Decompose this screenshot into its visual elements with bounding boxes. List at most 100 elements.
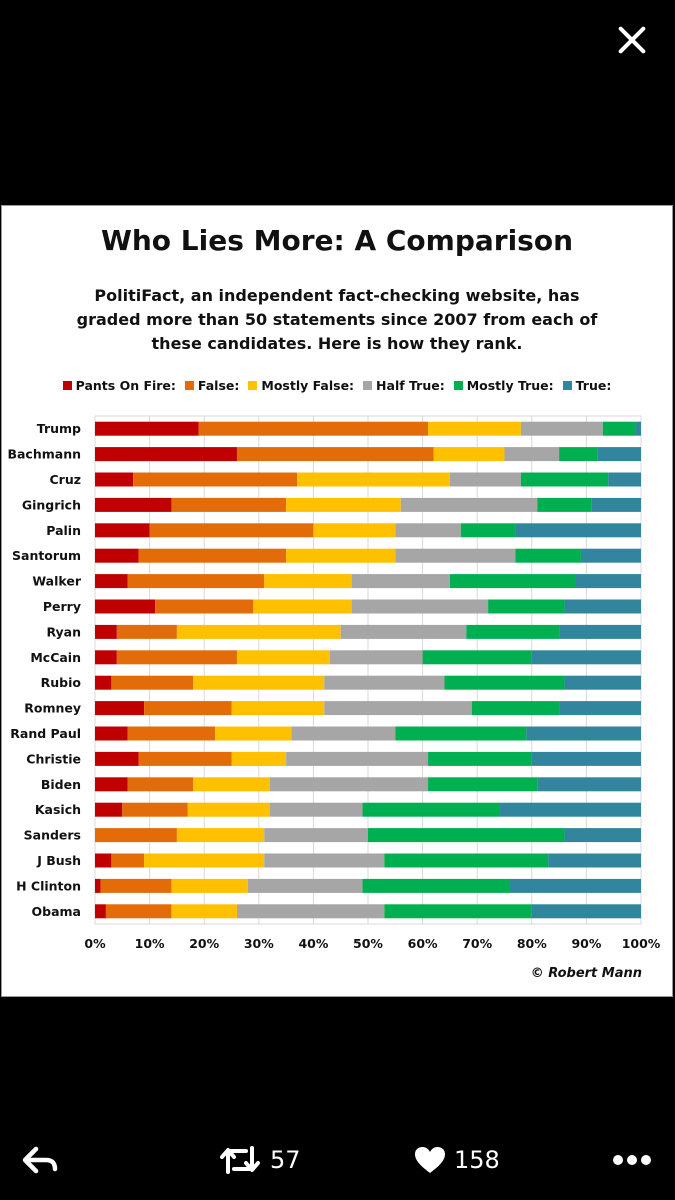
bar-segment	[597, 447, 641, 462]
bar-segment	[368, 828, 565, 843]
bar-segment	[138, 751, 232, 766]
more-icon	[613, 1155, 651, 1165]
category-label: J Bush	[36, 853, 81, 868]
bar-segment	[95, 726, 128, 741]
bar-segment	[428, 777, 538, 792]
bar-segment	[116, 624, 177, 639]
bar-segment	[449, 472, 521, 487]
x-tick-label: 10%	[135, 936, 165, 951]
bar-segment	[95, 878, 101, 893]
bar-segment	[127, 574, 265, 589]
bar-segment	[95, 599, 156, 614]
legend-item: Mostly True:	[453, 378, 554, 393]
bar-segment	[247, 878, 363, 893]
legend-swatch	[562, 381, 572, 390]
bar-segment	[575, 574, 641, 589]
bar-segment	[95, 574, 128, 589]
bar-segment	[176, 624, 341, 639]
bar-segment	[531, 650, 641, 665]
bar-segment	[362, 878, 510, 893]
bar-segment	[395, 548, 516, 563]
bar-segment	[127, 777, 194, 792]
bar-segment	[351, 599, 489, 614]
category-label: Sanders	[24, 828, 81, 843]
bar-segment	[144, 853, 265, 868]
bar-segment	[95, 853, 112, 868]
x-tick-label: 60%	[408, 936, 438, 951]
x-tick-label: 100%	[622, 936, 661, 951]
category-label: Rubio	[41, 675, 82, 690]
bar-segment	[313, 523, 396, 538]
legend-swatch	[184, 381, 194, 390]
bar-segment	[144, 701, 232, 716]
bar-segment	[635, 421, 641, 436]
bar-segment	[460, 523, 516, 538]
bar-segment	[466, 624, 560, 639]
bar-segment	[297, 472, 450, 487]
bar-segment	[449, 574, 576, 589]
reply-button[interactable]	[22, 1130, 58, 1190]
bar-segment	[351, 574, 450, 589]
bar-segment	[236, 650, 330, 665]
bar-segment	[400, 497, 538, 512]
bar-segment	[215, 726, 292, 741]
bar-segment	[422, 650, 532, 665]
bar-segment	[133, 472, 298, 487]
bar-segment	[433, 447, 505, 462]
bar-segment	[608, 472, 641, 487]
bar-segment	[548, 853, 641, 868]
bar-segment	[531, 751, 641, 766]
close-button[interactable]	[612, 20, 652, 60]
retweet-count: 57	[270, 1146, 301, 1174]
heart-icon	[415, 1147, 445, 1173]
retweet-button[interactable]: 57	[218, 1130, 301, 1190]
x-tick-label: 70%	[462, 936, 492, 951]
bar-segment	[602, 421, 636, 436]
bar-segment	[122, 802, 188, 817]
legend-label: Mostly False:	[261, 378, 355, 393]
legend-label: Half True:	[376, 378, 445, 393]
bar-segment	[428, 751, 532, 766]
bar-segment	[520, 472, 609, 487]
bar-segment	[171, 497, 287, 512]
bar-segment	[559, 447, 598, 462]
bar-segment	[395, 726, 527, 741]
bar-segment	[100, 878, 172, 893]
bar-segment	[116, 650, 237, 665]
bar-segment	[95, 472, 134, 487]
legend-label: Mostly True:	[466, 378, 554, 393]
bar-segment	[515, 523, 641, 538]
bar-segment	[95, 548, 139, 563]
more-options-button[interactable]	[612, 1130, 652, 1190]
bar-segment	[395, 523, 461, 538]
legend-item: False:	[184, 378, 239, 393]
chart-title: Who Lies More: A Comparison	[100, 224, 574, 257]
bar-segment	[286, 497, 401, 512]
bar-segment	[95, 904, 106, 919]
reply-icon	[22, 1146, 58, 1174]
bar-segment	[198, 421, 429, 436]
bar-segment	[95, 650, 117, 665]
bar-segment	[171, 878, 248, 893]
bar-segment	[504, 447, 560, 462]
bar-segment	[564, 828, 641, 843]
bar-segment	[537, 777, 641, 792]
chart-subtitle: PolitiFact, an independent fact-checking…	[76, 286, 598, 353]
like-button[interactable]: 158	[414, 1130, 500, 1190]
legend-label: True:	[575, 378, 612, 393]
bar-segment	[340, 624, 467, 639]
bar-segment	[488, 599, 565, 614]
chart-card: Who Lies More: A Comparison PolitiFact, …	[1, 205, 673, 997]
legend-swatch	[363, 381, 373, 390]
bar-segment	[384, 904, 532, 919]
bar-segment	[95, 497, 172, 512]
x-tick-label: 90%	[571, 936, 601, 951]
bar-segment	[384, 853, 549, 868]
bar-segment	[324, 701, 472, 716]
category-label: Palin	[46, 523, 81, 538]
bar-segment	[95, 777, 128, 792]
bar-segment	[236, 447, 434, 462]
bar-segment	[264, 853, 385, 868]
category-label: Biden	[41, 777, 81, 792]
bar-segment	[187, 802, 270, 817]
